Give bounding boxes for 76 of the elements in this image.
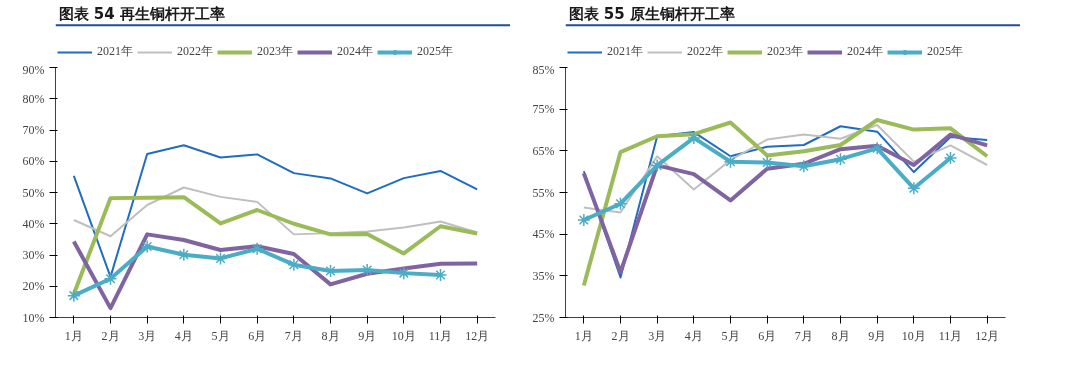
point	[103, 272, 118, 286]
x-tick-label: 1月	[574, 328, 593, 343]
y-tick-label: 90%	[22, 62, 45, 77]
legend-label: 2021年	[607, 43, 643, 60]
y-tick-label: 65%	[532, 143, 555, 158]
y-tick-label: 80%	[22, 91, 45, 106]
x-tick-label: 9月	[868, 328, 887, 343]
legend-label: 2025年	[927, 43, 963, 60]
legend-label: 2024年	[847, 43, 883, 60]
line-series	[582, 124, 989, 214]
x-tick-label: 12月	[465, 328, 490, 343]
legend-label: 2022年	[687, 43, 723, 60]
y-tick-label: 85%	[532, 62, 555, 77]
point	[140, 239, 154, 254]
point	[67, 288, 81, 303]
y-tick-label: 35%	[532, 268, 555, 283]
point	[613, 197, 628, 211]
x-tick-label: 10月	[391, 328, 416, 343]
y-tick-label: 40%	[22, 216, 45, 231]
x-tick-label: 8月	[321, 328, 340, 343]
point	[177, 247, 191, 262]
x-tick-label: 4月	[174, 328, 193, 343]
point	[397, 266, 411, 280]
point	[287, 257, 301, 272]
line-series	[72, 144, 479, 278]
point	[650, 158, 664, 173]
x-tick-label: 8月	[831, 328, 850, 343]
x-tick-label: 11月	[428, 328, 453, 343]
x-tick-label: 10月	[901, 328, 926, 343]
legend-label: 2023年	[257, 43, 293, 60]
point	[360, 263, 374, 277]
y-tick-label: 50%	[22, 185, 45, 200]
legend-label: 2021年	[97, 43, 133, 60]
point	[833, 152, 848, 166]
x-tick-label: 1月	[64, 328, 83, 343]
x-tick-label: 7月	[794, 328, 813, 343]
y-tick-label: 70%	[22, 123, 45, 137]
point	[213, 251, 228, 266]
point	[723, 154, 738, 169]
legend-label: 2023年	[767, 43, 803, 60]
x-tick-label: 5月	[211, 328, 230, 343]
x-tick-label: 12月	[975, 328, 1000, 343]
point	[577, 213, 591, 227]
x-tick-label: 2月	[611, 328, 630, 343]
x-tick-label: 6月	[758, 328, 777, 343]
x-tick-label: 5月	[721, 328, 740, 343]
point	[943, 151, 958, 165]
y-tick-label: 45%	[532, 227, 555, 242]
y-tick-label: 75%	[532, 102, 555, 117]
x-tick-label: 11月	[938, 328, 963, 343]
x-tick-label: 6月	[248, 328, 267, 343]
point	[907, 181, 921, 196]
point	[797, 159, 811, 173]
point	[870, 141, 884, 156]
point	[250, 242, 264, 256]
x-tick-label: 9月	[358, 328, 377, 343]
x-tick-label: 7月	[284, 328, 303, 343]
point	[760, 155, 774, 170]
y-tick-label: 60%	[22, 154, 45, 169]
legend-label: 2022年	[177, 43, 213, 60]
y-tick-label: 55%	[532, 185, 555, 200]
legend-label: 2025年	[417, 43, 453, 60]
x-tick-label: 2月	[101, 328, 120, 343]
point	[687, 131, 701, 145]
y-tick-label: 10%	[22, 310, 45, 325]
y-tick-label: 25%	[532, 310, 555, 325]
x-tick-label: 3月	[648, 328, 667, 343]
y-tick-label: 30%	[22, 248, 45, 262]
y-tick-label: 20%	[22, 279, 45, 294]
point	[323, 264, 338, 278]
x-tick-label: 4月	[684, 328, 703, 343]
point	[433, 268, 448, 282]
legend-label: 2024年	[337, 43, 373, 60]
x-tick-label: 3月	[138, 328, 157, 343]
chart-title: 图表 55 原生铜杆开工率	[568, 4, 735, 23]
chart-title: 图表 54 再生铜杆开工率	[58, 4, 225, 23]
